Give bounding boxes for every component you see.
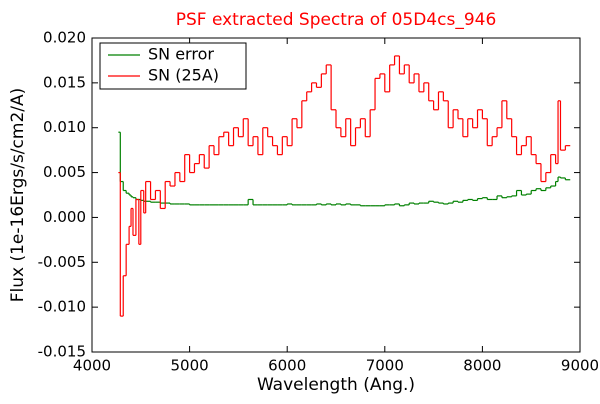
- x-tick-label: 6000: [268, 357, 306, 375]
- plot-frame: [91, 37, 581, 353]
- x-tick-label: 7000: [366, 357, 404, 375]
- x-tick-label: 8000: [463, 357, 501, 375]
- y-tick-label: 0.005: [43, 163, 86, 181]
- y-tick-label: -0.015: [38, 343, 86, 361]
- x-tick-label: 5000: [171, 357, 209, 375]
- y-tick-label: -0.010: [38, 298, 86, 316]
- y-tick-label: 0.020: [43, 29, 86, 47]
- legend-label: SN (25A): [148, 66, 219, 85]
- y-tick-label: -0.005: [38, 253, 86, 271]
- y-axis-label: Flux (1e-16Ergs/s/cm2/A): [8, 88, 28, 303]
- y-tick-label: 0.000: [43, 208, 86, 226]
- y-tick-label: 0.010: [43, 118, 86, 136]
- x-tick-label: 4000: [73, 357, 111, 375]
- x-axis-label: Wavelength (Ang.): [257, 375, 415, 395]
- y-tick-label: 0.015: [43, 73, 86, 91]
- legend-box: [99, 42, 247, 90]
- legend-label: SN error: [148, 45, 214, 64]
- x-tick-label: 9000: [561, 357, 599, 375]
- chart-title: PSF extracted Spectra of 05D4cs_946: [176, 10, 497, 30]
